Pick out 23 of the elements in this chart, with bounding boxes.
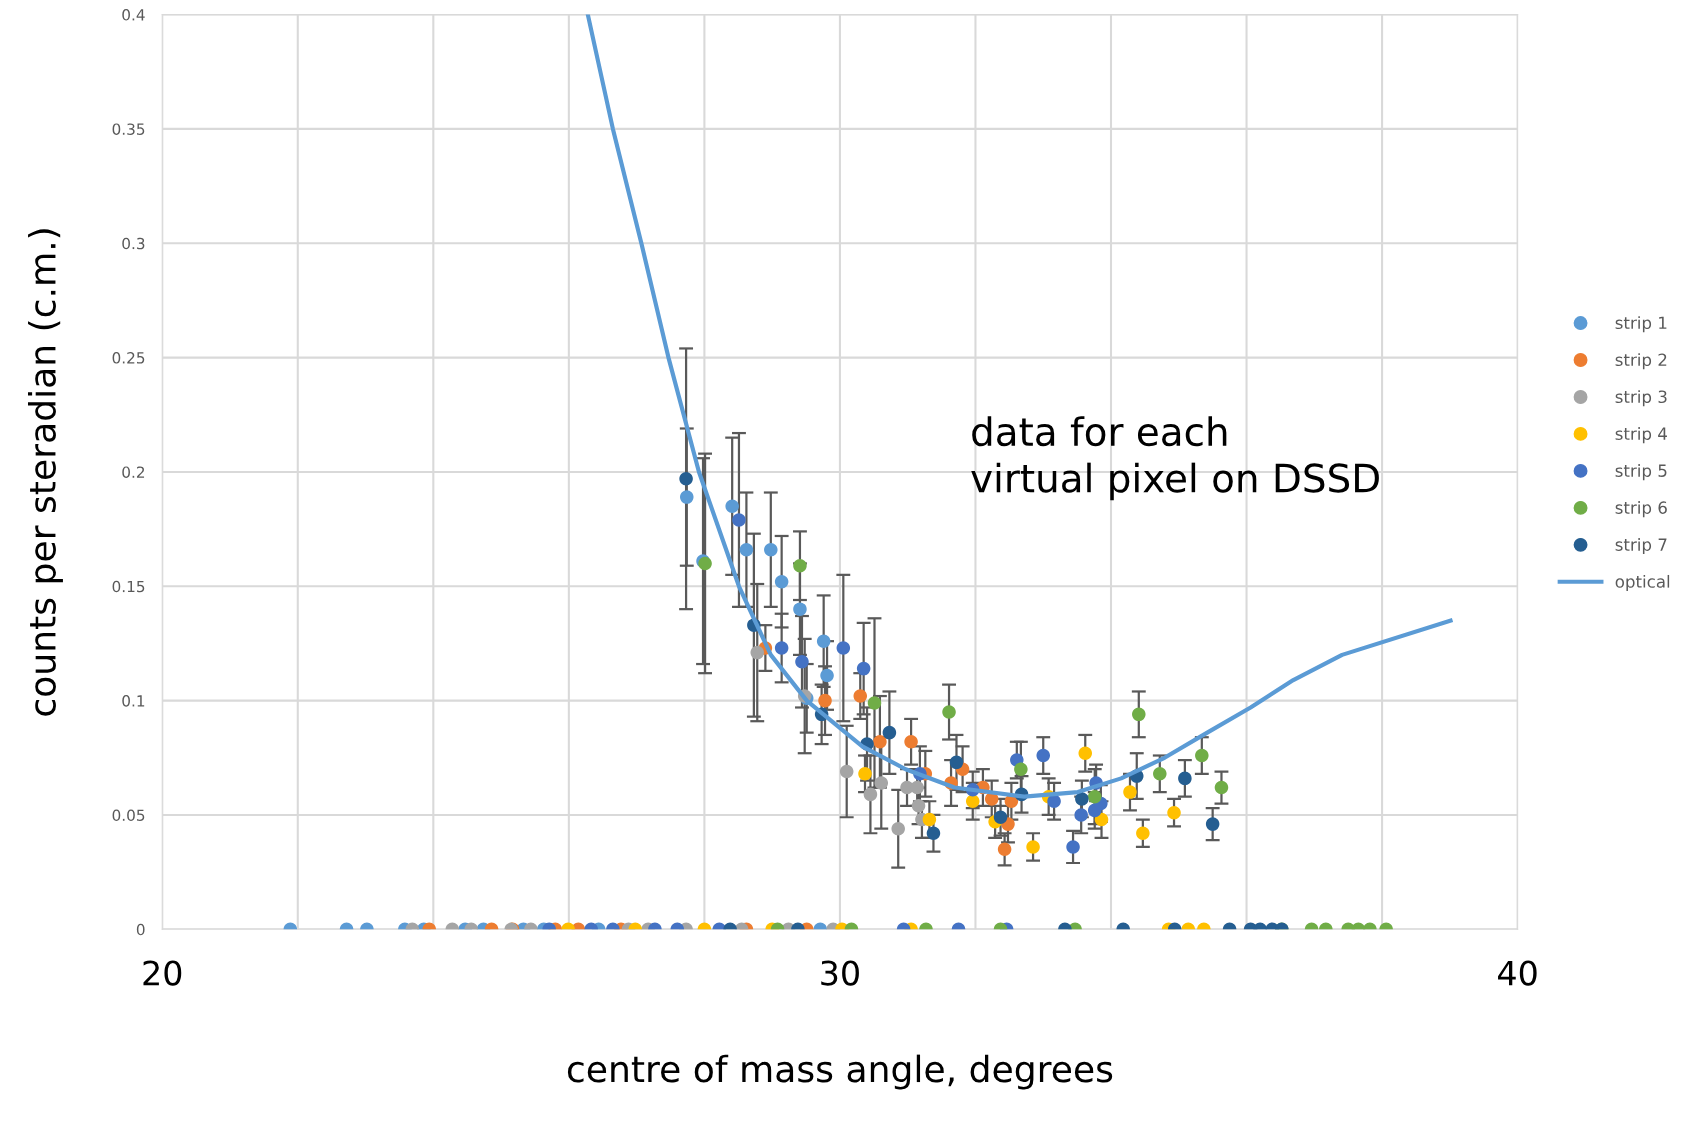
x-tick-label: 30 (821, 960, 859, 986)
legend-label: strip 3 (1615, 390, 1667, 407)
legend-label: strip 7 (1615, 537, 1667, 555)
legend-label: optical (1615, 574, 1670, 592)
y-tick-label: 0 (136, 923, 145, 936)
y-tick-label: 0.3 (122, 237, 145, 250)
x-tick-label: 40 (1498, 960, 1537, 986)
x-tick-label: 20 (143, 960, 182, 986)
y-axis-title: counts per steradian (c.m.) (28, 229, 63, 716)
legend-label: strip 4 (1615, 427, 1667, 444)
legend-label: strip 6 (1615, 501, 1667, 518)
x-axis-title: centre of mass angle, degrees (567, 1054, 1113, 1090)
y-tick-label: 0.35 (112, 123, 145, 135)
y-tick-label: 0.15 (112, 580, 145, 593)
legend-label: strip 2 (1615, 353, 1667, 370)
y-tick-label: 0.4 (122, 9, 145, 21)
y-tick-label: 0.05 (112, 809, 145, 821)
legend-label: strip 5 (1615, 464, 1667, 481)
y-tick-label: 0.2 (122, 466, 145, 478)
y-tick-label: 0.25 (112, 352, 145, 364)
y-tick-label: 0.1 (122, 695, 145, 707)
legend-label: strip 1 (1615, 316, 1667, 333)
annotation: data for each virtual pixel on DSSD (971, 416, 1379, 501)
